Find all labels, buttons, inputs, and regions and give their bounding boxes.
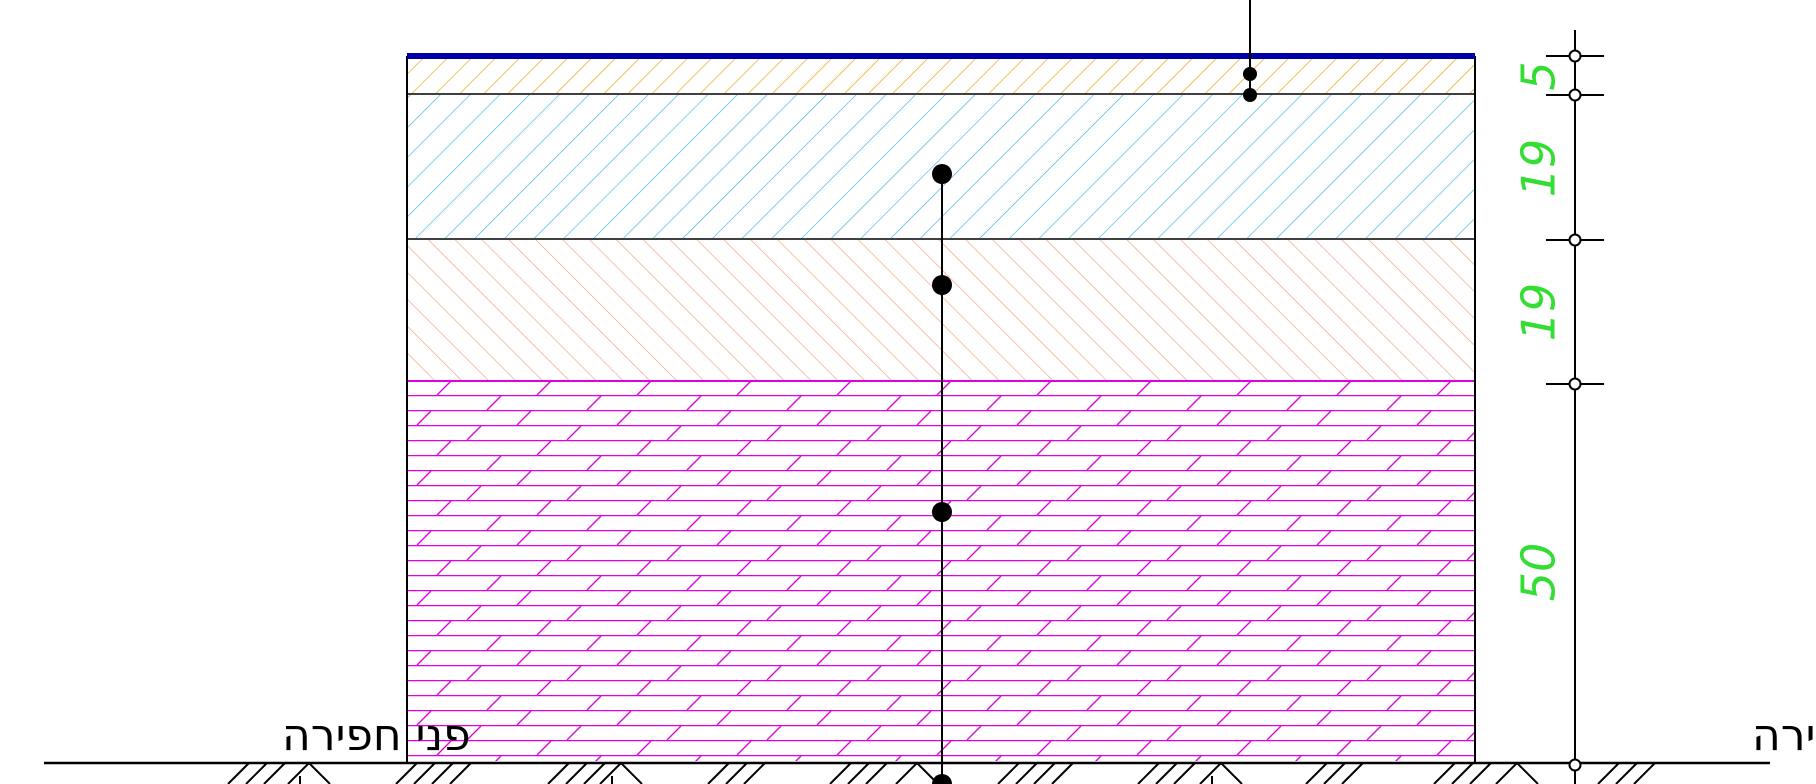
ground-hatch <box>227 761 1656 784</box>
layer-2-marker <box>932 164 952 184</box>
thickness-dimension <box>1546 30 1604 784</box>
ground-label-right: פני חפירה <box>1752 710 1816 761</box>
layer-1-bottom-marker <box>1243 88 1257 102</box>
layer-1-top-marker <box>1243 67 1257 81</box>
layer-4-marker <box>932 502 952 522</box>
dimension-value-layer-1: 5 <box>1512 61 1566 90</box>
dimension-value-layer-3: 19 <box>1512 283 1566 342</box>
dimension-value-layer-4: 50 <box>1512 543 1566 602</box>
layer-3-marker <box>932 275 952 295</box>
ground-label-left: פני חפירה <box>282 710 471 761</box>
dimension-value-layer-2: 19 <box>1512 139 1566 198</box>
subgrade-marker <box>932 774 952 784</box>
layer-1-hatch <box>407 56 1475 94</box>
